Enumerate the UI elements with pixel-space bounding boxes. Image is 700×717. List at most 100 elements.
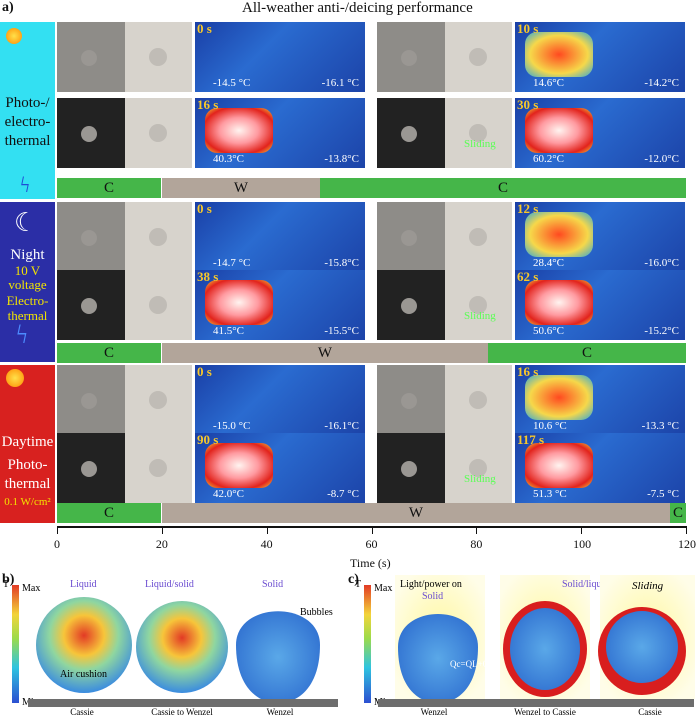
thermal-frame: 117 s 51.3 °C -7.5 °C	[515, 433, 685, 503]
droplet-cassie	[606, 611, 678, 683]
temp-label-left: -14.7 °C	[213, 257, 251, 269]
lightning-icon: ϟ	[20, 172, 30, 197]
temp-label-left: 42.0°C	[213, 488, 244, 500]
c-w2c: Wenzel to Cassie	[514, 707, 576, 717]
axis-tick	[686, 526, 687, 534]
substrate-c	[378, 699, 694, 707]
photo-frame	[57, 365, 192, 435]
axis-tick-label: 20	[155, 537, 168, 551]
frame-time: 62 s	[517, 270, 539, 284]
axis-tick	[266, 526, 268, 534]
temp-label-right: -8.7 °C	[327, 488, 359, 500]
frame-time: 16 s	[197, 98, 219, 112]
frame-time: 10 s	[517, 22, 539, 36]
c-sliding: Sliding	[632, 580, 664, 592]
side-electro-text: Electro- thermal	[6, 293, 49, 323]
sliding-label: Sliding	[464, 138, 496, 150]
frame-time: 38 s	[197, 270, 219, 284]
droplet-w2c	[510, 608, 580, 690]
axis-tick-label: 60	[365, 537, 378, 551]
temp-label-right: -12.0°C	[644, 153, 679, 165]
temp-label-right: -13.8°C	[324, 153, 359, 165]
photo-frame	[377, 365, 512, 435]
state-bar-wenzel: W	[162, 343, 488, 363]
thermal-frame: 12 s 28.4°C -16.0°C	[515, 202, 685, 272]
thermal-frame: 90 s 42.0°C -8.7 °C	[195, 433, 365, 503]
photo-frame	[377, 270, 512, 340]
b-cassie: Cassie	[70, 707, 94, 717]
light-label: Light/power on	[400, 579, 462, 590]
side-night: ☾ Night 10 V voltage Electro- thermal ϟ	[0, 202, 55, 362]
state-bar-wenzel: W	[162, 503, 670, 523]
droplet-liquid	[36, 597, 132, 693]
axis-tick	[371, 526, 373, 534]
droplet-liquid-solid	[136, 601, 228, 693]
q-eq: Qc=QL+QE	[450, 659, 495, 669]
substrate-b	[28, 699, 338, 707]
b-wenzel: Wenzel	[267, 707, 294, 717]
state-bar-cassie: C	[57, 503, 161, 523]
sun-icon	[6, 369, 24, 387]
temp-label-right: -15.5°C	[324, 325, 359, 337]
frame-time: 16 s	[517, 365, 539, 379]
b-c2w: Cassie to Wenzel	[151, 707, 213, 717]
temp-label-left: 51.3 °C	[533, 488, 567, 500]
state-bar-cassie: C	[57, 343, 161, 363]
axis-tick	[476, 526, 478, 534]
side-voltage: 10 V voltage	[8, 263, 47, 292]
lightning-icon: ϟ	[16, 320, 28, 349]
temp-label-right: -7.5 °C	[647, 488, 679, 500]
frame-time: 0 s	[197, 202, 212, 216]
thermal-frame: 10 s 14.6°C -14.2°C	[515, 22, 685, 92]
c-solid: Solid	[422, 591, 443, 602]
c-solid-liquid: Solid/liquid	[562, 579, 609, 590]
frame-time: 117 s	[517, 433, 545, 447]
frame-time: 0 s	[197, 365, 212, 379]
air-cushion: Air cushion	[60, 669, 107, 680]
c-wenzel: Wenzel	[421, 707, 448, 717]
frame-time: 30 s	[517, 98, 539, 112]
temp-label-right: -14.2°C	[644, 77, 679, 89]
state-bar-cassie: C	[57, 178, 161, 198]
temp-label-left: 50.6°C	[533, 325, 564, 337]
temp-label-left: -14.5 °C	[213, 77, 251, 89]
axis-title: Time (s)	[350, 556, 391, 570]
thermal-frame: 62 s 50.6°C -15.2°C	[515, 270, 685, 340]
state-bar-cassie: C	[670, 503, 686, 523]
panel-b-diagram: T Max Min Liquid Air cushion Liquid/soli…	[3, 579, 338, 717]
temp-label-left: 14.6°C	[533, 77, 564, 89]
photo-frame	[57, 433, 192, 503]
moon-icon: ☾	[14, 208, 38, 237]
temp-label-right: -13.3 °C	[641, 420, 679, 432]
bubbles-label: Bubbles	[300, 607, 333, 618]
frame-time: 12 s	[517, 202, 539, 216]
droplet-wenzel	[398, 614, 478, 703]
cb-t: T	[3, 579, 9, 590]
photo-frame	[377, 433, 512, 503]
b-liquid: Liquid	[70, 579, 97, 590]
axis-tick-label: 0	[54, 537, 60, 551]
temp-label-left: 10.6 °C	[533, 420, 567, 432]
axis-tick	[57, 526, 58, 534]
sliding-label: Sliding	[464, 473, 496, 485]
temp-label-left: 60.2°C	[533, 153, 564, 165]
axis-tick-label: 40	[260, 537, 273, 551]
axis-tick-label: 120	[678, 537, 696, 551]
temp-label-right: -16.0°C	[644, 257, 679, 269]
thermal-frame: 16 s 10.6 °C -13.3 °C	[515, 365, 685, 435]
thermal-frame: 0 s -14.5 °C -16.1 °C	[195, 22, 365, 92]
b-liquid-solid: Liquid/solid	[145, 579, 194, 590]
photo-frame	[57, 22, 192, 92]
axis-tick	[161, 526, 163, 534]
c-cassie: Cassie	[638, 707, 662, 717]
temp-label-left: 41.5°C	[213, 325, 244, 337]
photo-frame	[57, 98, 192, 168]
state-bar-cassie: C	[320, 178, 686, 198]
photo-frame	[377, 98, 512, 168]
droplet-solid	[236, 611, 320, 703]
axis-tick-label: 80	[470, 537, 483, 551]
side-power: 0.1 W/cm²	[4, 496, 51, 508]
thermal-frame: 38 s 41.5°C -15.5°C	[195, 270, 365, 340]
panel-a-label: a)	[2, 0, 14, 15]
temp-label-right: -16.1°C	[324, 420, 359, 432]
